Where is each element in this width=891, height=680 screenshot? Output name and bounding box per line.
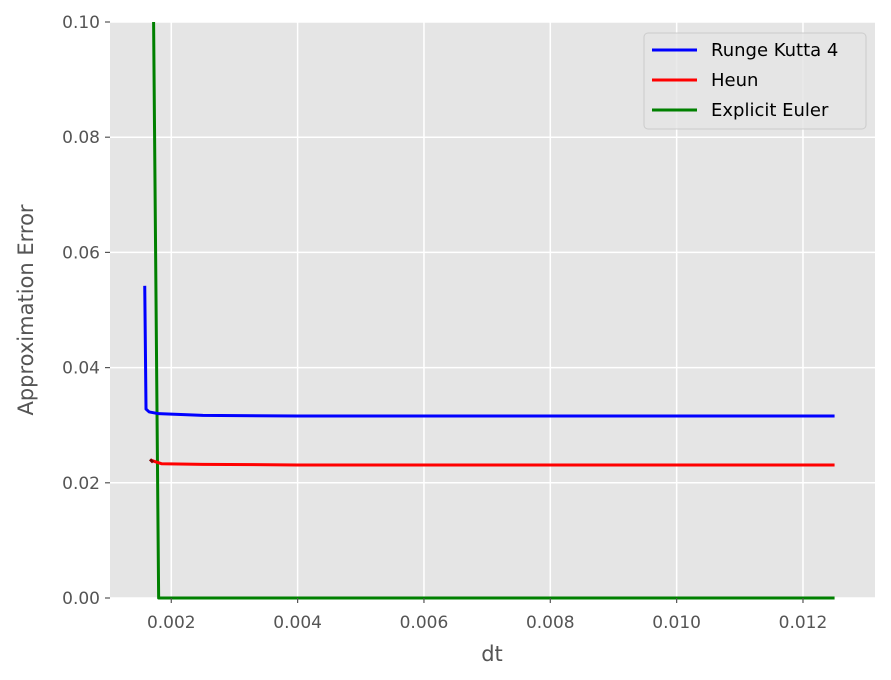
y-ticks: 0.00 0.02 0.04 0.06 0.08 0.10 [62, 13, 110, 609]
legend-label: Explicit Euler [711, 100, 829, 121]
y-axis-label: Approximation Error [14, 204, 38, 415]
y-tick-label: 0.10 [62, 13, 100, 33]
x-tick-label: 0.008 [526, 613, 575, 633]
x-ticks: 0.002 0.004 0.006 0.008 0.010 0.012 [147, 598, 827, 633]
legend-box [643, 32, 867, 130]
x-tick-label: 0.002 [147, 613, 196, 633]
legend: Runge Kutta 4 Heun Explicit Euler [643, 32, 867, 130]
y-tick-label: 0.02 [62, 474, 100, 494]
series-line-explicit-euler [152, 21, 835, 600]
series-group [143, 21, 835, 600]
legend-label: Runge Kutta 4 [711, 40, 838, 61]
y-tick-label: 0.00 [62, 589, 100, 609]
x-tick-label: 0.006 [400, 613, 449, 633]
series-start-mark-heun [149, 458, 155, 464]
x-tick-label: 0.004 [273, 613, 322, 633]
x-tick-label: 0.010 [652, 613, 701, 633]
x-axis-label: dt [481, 642, 503, 666]
y-tick-label: 0.04 [62, 359, 100, 379]
series-line-runge-kutta-4 [143, 285, 835, 418]
series-line-heun [150, 458, 835, 467]
y-tick-label: 0.08 [62, 128, 100, 148]
x-tick-label: 0.012 [779, 613, 828, 633]
grid [110, 21, 875, 599]
legend-label: Heun [711, 70, 758, 91]
y-tick-label: 0.06 [62, 243, 100, 263]
